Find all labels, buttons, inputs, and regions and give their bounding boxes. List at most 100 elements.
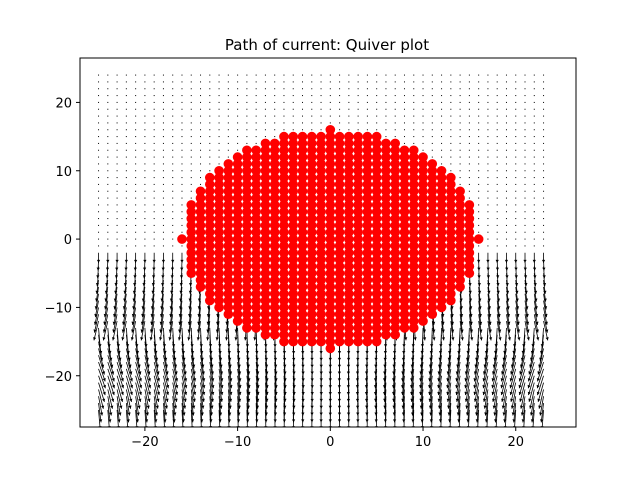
scatter-point <box>316 220 326 231</box>
quiver-arrow <box>459 115 461 117</box>
quiver-arrow <box>533 108 535 110</box>
quiver-arrow <box>124 252 128 263</box>
quiver-arrow <box>431 74 433 76</box>
quiver-arrow <box>329 108 331 110</box>
scatter-point <box>288 261 299 272</box>
quiver-arrow <box>531 327 535 348</box>
scatter-point <box>223 227 234 238</box>
quiver-arrow <box>478 224 480 226</box>
quiver-arrow <box>135 238 137 240</box>
scatter-point <box>399 179 410 190</box>
quiver-arrow <box>153 368 161 389</box>
quiver-arrow <box>142 280 146 294</box>
quiver-arrow <box>403 122 405 124</box>
scatter-point <box>427 165 438 176</box>
quiver-arrow <box>144 403 149 423</box>
scatter-point <box>362 213 373 224</box>
quiver-arrow <box>98 95 100 97</box>
quiver-arrow <box>533 280 538 294</box>
scatter-point <box>362 220 373 231</box>
scatter-point <box>297 316 308 326</box>
quiver-arrow <box>144 163 146 165</box>
quiver-arrow <box>178 300 183 318</box>
scatter-point <box>371 206 382 217</box>
scatter-point <box>260 323 271 333</box>
quiver-arrow <box>227 129 229 131</box>
quiver-arrow <box>181 156 183 158</box>
quiver-arrow <box>107 245 109 247</box>
quiver-arrow <box>141 293 146 310</box>
quiver-arrow <box>172 218 174 220</box>
scatter-point <box>408 145 419 156</box>
quiver-arrow <box>515 88 517 90</box>
scatter-point <box>446 186 456 197</box>
scatter-point <box>297 288 308 299</box>
quiver-arrow <box>190 327 194 348</box>
quiver-arrow <box>450 149 452 151</box>
scatter-point <box>390 323 401 333</box>
quiver-arrow <box>496 197 498 199</box>
scatter-point <box>214 288 224 299</box>
scatter-point <box>288 241 299 251</box>
quiver-arrow <box>206 307 211 325</box>
quiver-arrow <box>505 149 507 151</box>
quiver-arrow <box>98 101 100 103</box>
scatter-point <box>446 179 456 190</box>
quiver-arrow <box>274 101 276 103</box>
quiver-arrow <box>98 197 100 199</box>
quiver-arrow <box>113 293 118 310</box>
quiver-arrow <box>107 224 109 226</box>
scatter-point <box>436 193 447 203</box>
quiver-arrow <box>496 88 498 90</box>
scatter-point <box>232 193 243 203</box>
quiver-arrow <box>125 156 127 158</box>
scatter-point <box>408 227 419 238</box>
quiver-arrow <box>441 122 443 124</box>
quiver-arrow <box>468 129 470 131</box>
scatter-point <box>214 193 224 203</box>
quiver-arrow <box>524 197 526 199</box>
scatter-point <box>260 138 271 149</box>
quiver-arrow <box>246 122 248 124</box>
scatter-point <box>399 193 410 203</box>
scatter-point <box>306 152 317 162</box>
quiver-arrow <box>487 245 489 247</box>
quiver-arrow <box>237 136 239 138</box>
quiver-arrow <box>116 361 124 382</box>
quiver-arrow <box>447 396 452 416</box>
quiver-arrow <box>170 280 174 294</box>
quiver-arrow <box>125 108 127 110</box>
quiver-arrow <box>496 211 498 213</box>
scatter-point <box>204 186 215 197</box>
quiver-arrow <box>190 149 192 151</box>
quiver-arrow <box>172 389 178 409</box>
scatter-point <box>344 220 354 231</box>
quiver-arrow <box>450 307 455 325</box>
quiver-arrow <box>172 396 177 416</box>
scatter-point <box>362 275 373 285</box>
quiver-arrow <box>209 375 215 396</box>
quiver-arrow <box>135 218 137 220</box>
quiver-arrow <box>478 129 480 131</box>
scatter-point <box>353 186 363 197</box>
quiver-arrow <box>144 95 146 97</box>
scatter-point <box>344 206 354 217</box>
quiver-arrow <box>496 74 498 76</box>
quiver-arrow <box>394 136 396 138</box>
quiver-arrow <box>135 81 137 83</box>
quiver-arrow <box>459 300 464 318</box>
quiver-arrow <box>181 382 187 402</box>
scatter-point <box>306 295 317 306</box>
scatter-point <box>418 254 428 265</box>
scatter-point <box>390 220 401 231</box>
scatter-point <box>427 295 438 306</box>
scatter-point <box>297 206 308 217</box>
quiver-arrow <box>394 108 396 110</box>
quiver-arrow <box>474 389 480 409</box>
quiver-arrow <box>292 115 294 117</box>
quiver-arrow <box>112 307 118 325</box>
quiver-arrow <box>515 293 520 310</box>
scatter-point <box>269 268 280 279</box>
quiver-arrow <box>172 238 174 240</box>
quiver-arrow <box>121 314 127 333</box>
